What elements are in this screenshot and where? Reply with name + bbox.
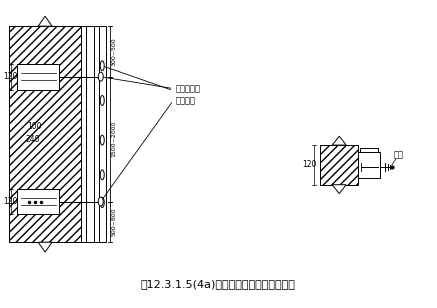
Text: 100: 100 xyxy=(27,122,42,131)
Bar xyxy=(17,64,59,90)
Bar xyxy=(320,145,358,185)
Polygon shape xyxy=(332,136,346,145)
Ellipse shape xyxy=(98,72,103,81)
Text: 240: 240 xyxy=(25,135,40,144)
Ellipse shape xyxy=(100,95,104,105)
Bar xyxy=(99,26,106,242)
Text: 500~800: 500~800 xyxy=(112,208,117,236)
Ellipse shape xyxy=(98,197,103,206)
Polygon shape xyxy=(38,242,52,252)
Polygon shape xyxy=(38,16,52,26)
Bar xyxy=(17,189,59,214)
Bar xyxy=(81,26,99,242)
Text: 1500~2000: 1500~2000 xyxy=(112,121,117,157)
Ellipse shape xyxy=(100,61,104,71)
Text: 120: 120 xyxy=(302,160,317,169)
Bar xyxy=(9,26,81,242)
Text: 300~500: 300~500 xyxy=(112,37,117,66)
Bar xyxy=(358,152,380,178)
Text: 图12.3.1.5(4a)工字钢立柱用预制砌块侧装: 图12.3.1.5(4a)工字钢立柱用预制砌块侧装 xyxy=(141,279,295,289)
Bar xyxy=(360,148,378,152)
Ellipse shape xyxy=(100,170,104,180)
Text: 焊接: 焊接 xyxy=(394,151,404,160)
Polygon shape xyxy=(332,185,346,194)
Text: 工字钢立柱: 工字钢立柱 xyxy=(175,84,200,93)
Text: 120: 120 xyxy=(3,197,18,206)
Text: 预制砌块: 预制砌块 xyxy=(175,96,195,105)
Ellipse shape xyxy=(100,135,104,145)
Text: 120: 120 xyxy=(3,72,18,81)
Ellipse shape xyxy=(100,198,104,208)
